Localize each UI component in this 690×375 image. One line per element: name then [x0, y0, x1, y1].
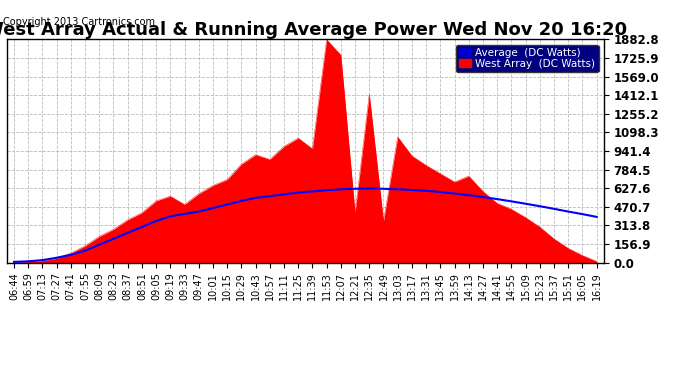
Title: West Array Actual & Running Average Power Wed Nov 20 16:20: West Array Actual & Running Average Powe…: [0, 21, 627, 39]
Legend: Average  (DC Watts), West Array  (DC Watts): Average (DC Watts), West Array (DC Watts…: [455, 45, 598, 72]
Text: Copyright 2013 Cartronics.com: Copyright 2013 Cartronics.com: [3, 17, 155, 27]
